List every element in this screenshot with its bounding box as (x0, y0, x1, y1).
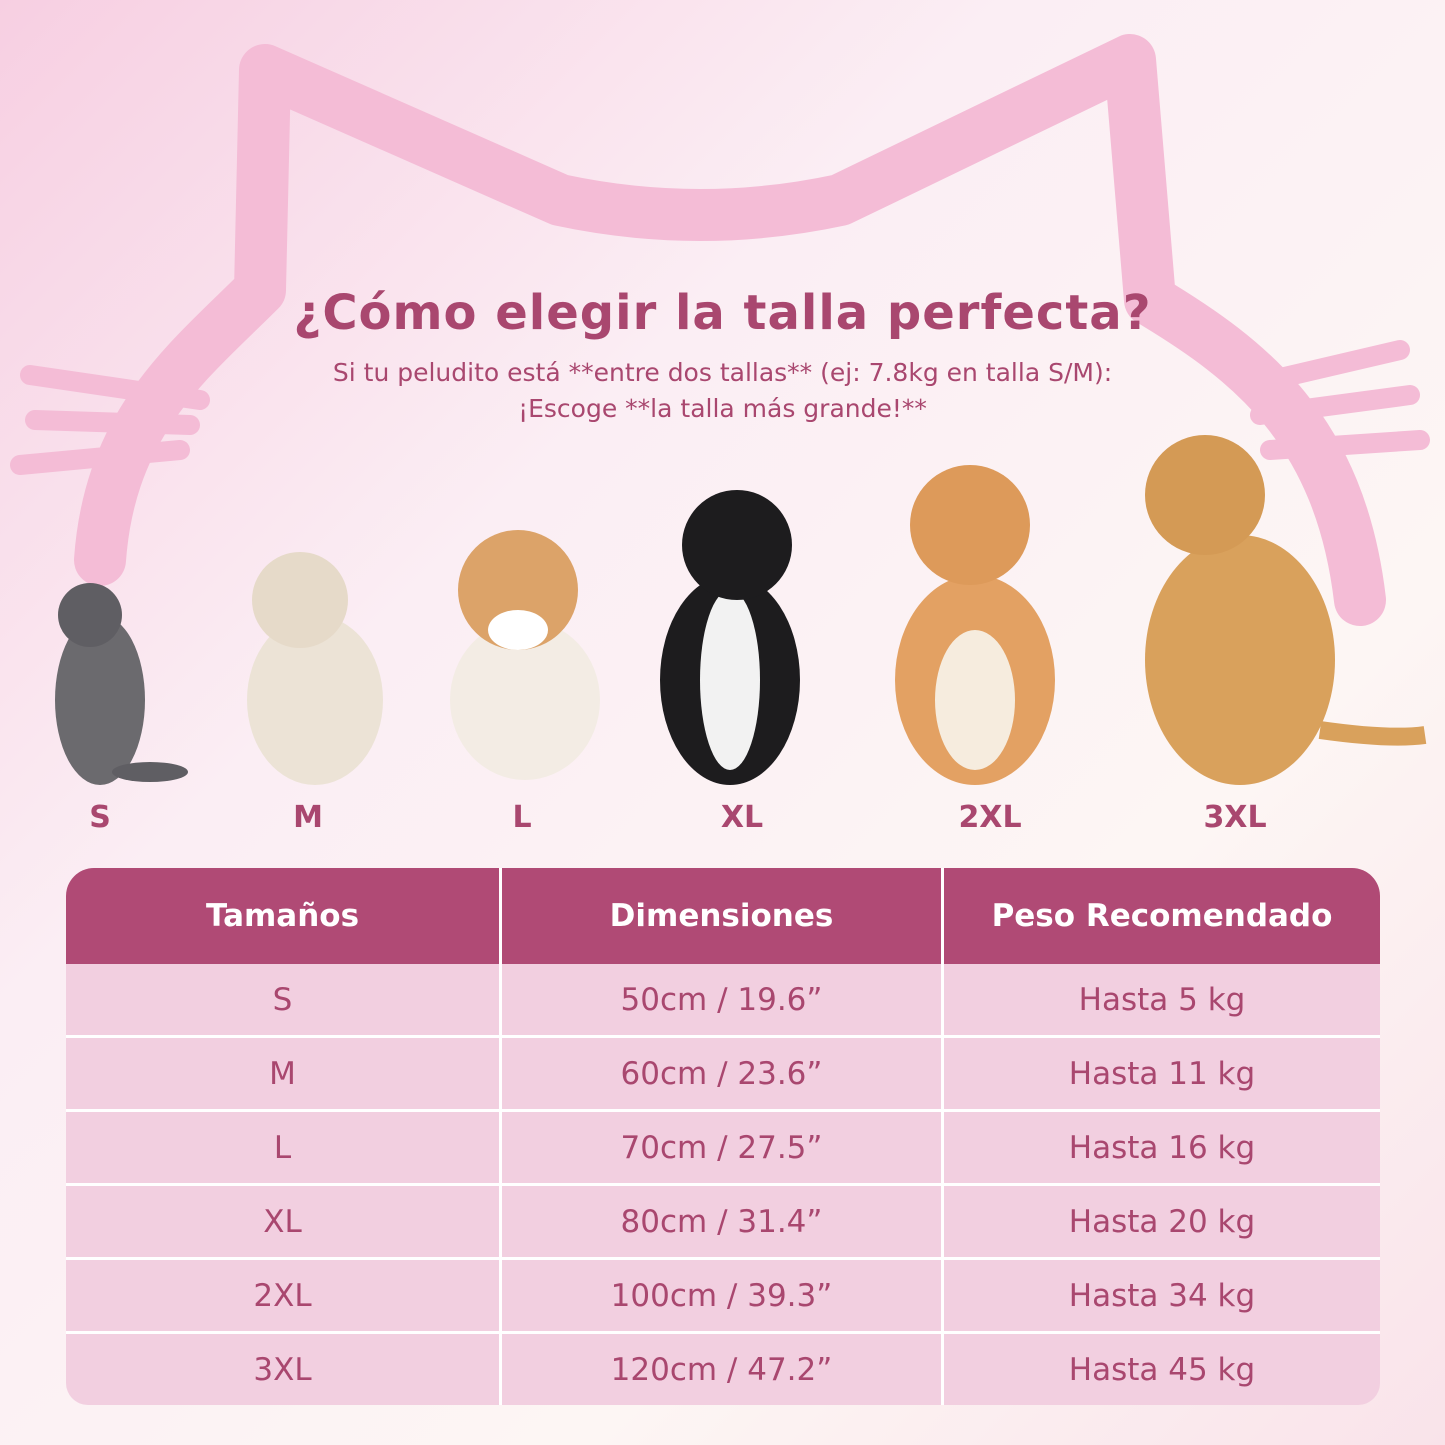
french-bulldog-image (247, 552, 383, 785)
table-row: M 60cm / 23.6” Hasta 11 kg (66, 1035, 1380, 1109)
whiskers (10, 340, 1430, 475)
cell-weight: Hasta 5 kg (944, 964, 1380, 1035)
animal-illustrations (55, 435, 1427, 785)
cell-size: 3XL (66, 1331, 502, 1405)
header-weight: Peso Recomendado (944, 868, 1380, 964)
size-label-l: L (512, 800, 532, 835)
cell-size: S (66, 964, 502, 1035)
cell-weight: Hasta 11 kg (944, 1035, 1380, 1109)
table-row: 3XL 120cm / 47.2” Hasta 45 kg (66, 1331, 1380, 1405)
subtitle-line-2: ¡Escoge **la talla más grande!** (518, 394, 927, 423)
cell-dimensions: 120cm / 47.2” (502, 1331, 944, 1405)
golden-retriever-image (1145, 435, 1427, 785)
table-row: S 50cm / 19.6” Hasta 5 kg (66, 964, 1380, 1035)
cell-dimensions: 70cm / 27.5” (502, 1109, 944, 1183)
cell-dimensions: 80cm / 31.4” (502, 1183, 944, 1257)
cell-weight: Hasta 16 kg (944, 1109, 1380, 1183)
size-label-s: S (89, 800, 111, 835)
cell-size: M (66, 1035, 502, 1109)
table-header-row: Tamaños Dimensiones Peso Recomendado (66, 868, 1380, 964)
cell-size: XL (66, 1183, 502, 1257)
size-label-m: M (293, 800, 323, 835)
corgi-image (450, 530, 600, 780)
shiba-inu-image (895, 465, 1055, 785)
table-row: XL 80cm / 31.4” Hasta 20 kg (66, 1183, 1380, 1257)
cell-weight: Hasta 20 kg (944, 1183, 1380, 1257)
table-row: 2XL 100cm / 39.3” Hasta 34 kg (66, 1257, 1380, 1331)
cell-dimensions: 100cm / 39.3” (502, 1257, 944, 1331)
cell-size: 2XL (66, 1257, 502, 1331)
size-label-2xl: 2XL (958, 800, 1022, 835)
page-title: ¿Cómo elegir la talla perfecta? (293, 285, 1152, 341)
header-dimensions: Dimensiones (502, 868, 944, 964)
cell-weight: Hasta 45 kg (944, 1331, 1380, 1405)
size-label-3xl: 3XL (1203, 800, 1267, 835)
cell-weight: Hasta 34 kg (944, 1257, 1380, 1331)
cell-dimensions: 50cm / 19.6” (502, 964, 944, 1035)
size-label-xl: XL (720, 800, 764, 835)
table-row: L 70cm / 27.5” Hasta 16 kg (66, 1109, 1380, 1183)
cell-size: L (66, 1109, 502, 1183)
subtitle-line-1: Si tu peludito está **entre dos tallas**… (332, 358, 1113, 387)
size-table: Tamaños Dimensiones Peso Recomendado S 50… (66, 868, 1380, 1405)
cell-dimensions: 60cm / 23.6” (502, 1035, 944, 1109)
header-sizes: Tamaños (66, 868, 502, 964)
border-collie-image (660, 490, 800, 785)
gray-cat-image (55, 583, 188, 785)
